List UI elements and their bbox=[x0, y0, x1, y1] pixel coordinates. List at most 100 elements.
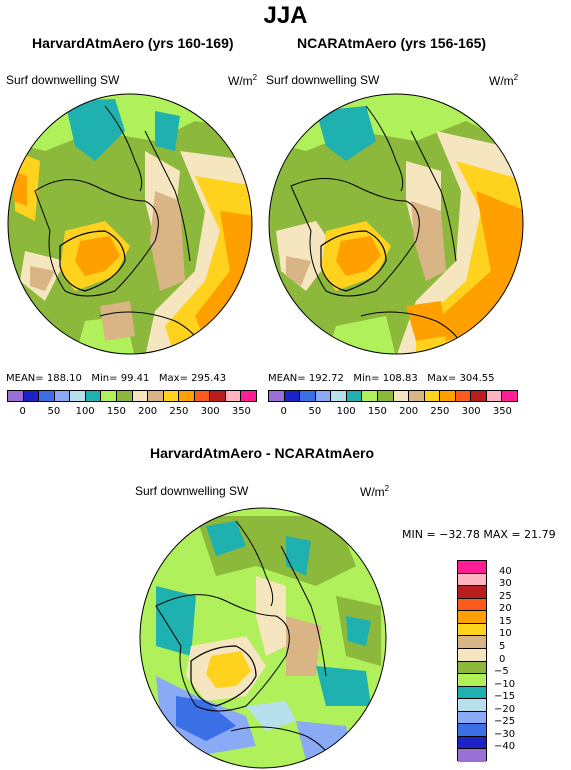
colorbar-tick-label: 0 bbox=[19, 406, 26, 417]
colorbar-swatch bbox=[502, 391, 517, 401]
colorbar-swatch bbox=[458, 711, 486, 725]
colorbar-swatch bbox=[458, 598, 486, 612]
figure-title: JJA bbox=[263, 2, 308, 29]
panel1-stats: MEAN= 188.10 Min= 99.41 Max= 295.43 bbox=[6, 373, 227, 384]
colorbar-tick-label: 100 bbox=[75, 406, 95, 417]
panel2-colorbar bbox=[268, 390, 518, 402]
colorbar-swatch bbox=[194, 391, 211, 401]
colorbar-swatch bbox=[54, 391, 71, 401]
colorbar-swatch bbox=[424, 391, 441, 401]
colorbar-tick-label: 350 bbox=[231, 406, 251, 417]
colorbar-tick-label: 100 bbox=[336, 406, 356, 417]
diff-panel-polar-map bbox=[139, 507, 387, 769]
colorbar-tick-label: 25 bbox=[499, 590, 512, 602]
colorbar-swatch bbox=[458, 573, 486, 587]
colorbar-swatch bbox=[23, 391, 40, 401]
colorbar-swatch bbox=[362, 391, 378, 401]
colorbar-swatch bbox=[455, 391, 472, 401]
colorbar-swatch bbox=[148, 391, 164, 401]
colorbar-swatch bbox=[85, 391, 102, 401]
colorbar-swatch bbox=[458, 611, 486, 624]
panel1-colorbar bbox=[7, 390, 257, 402]
colorbar-swatch bbox=[458, 674, 486, 687]
colorbar-tick-label: −40 bbox=[494, 741, 516, 753]
colorbar-swatch bbox=[458, 661, 486, 675]
colorbar-tick-label: 5 bbox=[499, 640, 506, 652]
colorbar-swatch bbox=[8, 391, 24, 401]
panel1-colorbar-ticks: 0 50 100 150 200 250 300 350 bbox=[7, 406, 257, 420]
colorbar-tick-label: 350 bbox=[492, 406, 512, 417]
colorbar-swatch bbox=[300, 391, 316, 401]
colorbar-tick-label: 250 bbox=[169, 406, 189, 417]
colorbar-tick-label: 20 bbox=[499, 603, 512, 615]
colorbar-swatch bbox=[458, 561, 486, 574]
panel1-title: HarvardAtmAero (yrs 160-169) bbox=[32, 35, 234, 51]
colorbar-tick-label: 150 bbox=[106, 406, 126, 417]
colorbar-swatch bbox=[458, 736, 486, 750]
colorbar-swatch bbox=[331, 391, 347, 401]
colorbar-swatch bbox=[39, 391, 55, 401]
colorbar-swatch bbox=[116, 391, 133, 401]
colorbar-swatch bbox=[409, 391, 425, 401]
panel2-stats: MEAN= 192.72 Min= 108.83 Max= 304.55 bbox=[268, 373, 495, 384]
colorbar-swatch bbox=[458, 623, 486, 637]
colorbar-swatch bbox=[101, 391, 117, 401]
colorbar-swatch bbox=[486, 391, 503, 401]
diff-panel-units: W/m2 bbox=[360, 484, 390, 499]
colorbar-tick-label: 50 bbox=[47, 406, 61, 417]
colorbar-swatch bbox=[458, 686, 486, 700]
colorbar-swatch bbox=[458, 699, 486, 712]
colorbar-swatch bbox=[377, 391, 394, 401]
colorbar-tick-label: 0 bbox=[280, 406, 287, 417]
diff-panel-variable-label: Surf downwelling SW bbox=[135, 484, 249, 498]
colorbar-swatch bbox=[132, 391, 149, 401]
colorbar-tick-label: 200 bbox=[138, 406, 158, 417]
panel1-variable-label: Surf downwelling SW bbox=[6, 73, 120, 87]
colorbar-swatch bbox=[440, 391, 456, 401]
colorbar-swatch bbox=[225, 391, 242, 401]
colorbar-tick-label: 30 bbox=[499, 578, 512, 590]
colorbar-tick-label: 300 bbox=[461, 406, 481, 417]
diff-colorbar bbox=[457, 560, 487, 762]
colorbar-swatch bbox=[393, 391, 410, 401]
colorbar-tick-label: 10 bbox=[499, 628, 512, 640]
colorbar-swatch bbox=[458, 586, 486, 599]
panel2-units: W/m2 bbox=[489, 73, 519, 88]
colorbar-tick-label: −30 bbox=[494, 728, 516, 740]
colorbar-tick-label: −25 bbox=[494, 716, 516, 728]
colorbar-swatch bbox=[346, 391, 363, 401]
colorbar-swatch bbox=[458, 648, 486, 662]
panel1-units: W/m2 bbox=[228, 73, 258, 88]
colorbar-swatch bbox=[284, 391, 301, 401]
colorbar-tick-label: −10 bbox=[494, 678, 516, 690]
panel2-variable-label: Surf downwelling SW bbox=[266, 73, 380, 87]
colorbar-tick-label: 200 bbox=[399, 406, 419, 417]
panel2-polar-map bbox=[268, 93, 524, 355]
colorbar-tick-label: −20 bbox=[494, 703, 516, 715]
colorbar-swatch bbox=[210, 391, 226, 401]
colorbar-swatch bbox=[458, 636, 486, 649]
panel1-polar-map bbox=[7, 93, 253, 355]
colorbar-swatch bbox=[315, 391, 332, 401]
diff-panel-stats: MIN = −32.78 MAX = 21.79 bbox=[402, 528, 556, 541]
colorbar-swatch bbox=[179, 391, 195, 401]
colorbar-tick-label: 0 bbox=[499, 653, 506, 665]
colorbar-swatch bbox=[458, 724, 486, 737]
colorbar-tick-label: 40 bbox=[499, 565, 512, 577]
panel2-title: NCARAtmAero (yrs 156-165) bbox=[297, 35, 487, 51]
colorbar-tick-label: 15 bbox=[499, 615, 512, 627]
diff-colorbar-ticks: 40 30 25 20 15 10 5 0 −5 −10 −15 −20 −25 −30 −40 bbox=[494, 560, 534, 761]
colorbar-swatch bbox=[458, 749, 486, 762]
colorbar-swatch bbox=[269, 391, 285, 401]
colorbar-tick-label: −15 bbox=[494, 691, 516, 703]
colorbar-tick-label: 150 bbox=[367, 406, 387, 417]
panel2-colorbar-ticks: 0 50 100 150 200 250 300 350 bbox=[268, 406, 518, 420]
colorbar-tick-label: 50 bbox=[308, 406, 322, 417]
colorbar-tick-label: 300 bbox=[200, 406, 220, 417]
colorbar-swatch bbox=[163, 391, 180, 401]
colorbar-swatch bbox=[70, 391, 86, 401]
diff-panel-title: HarvardAtmAero - NCARAtmAero bbox=[150, 445, 375, 461]
colorbar-swatch bbox=[471, 391, 487, 401]
colorbar-tick-label: −5 bbox=[494, 666, 509, 678]
colorbar-tick-label: 250 bbox=[430, 406, 450, 417]
